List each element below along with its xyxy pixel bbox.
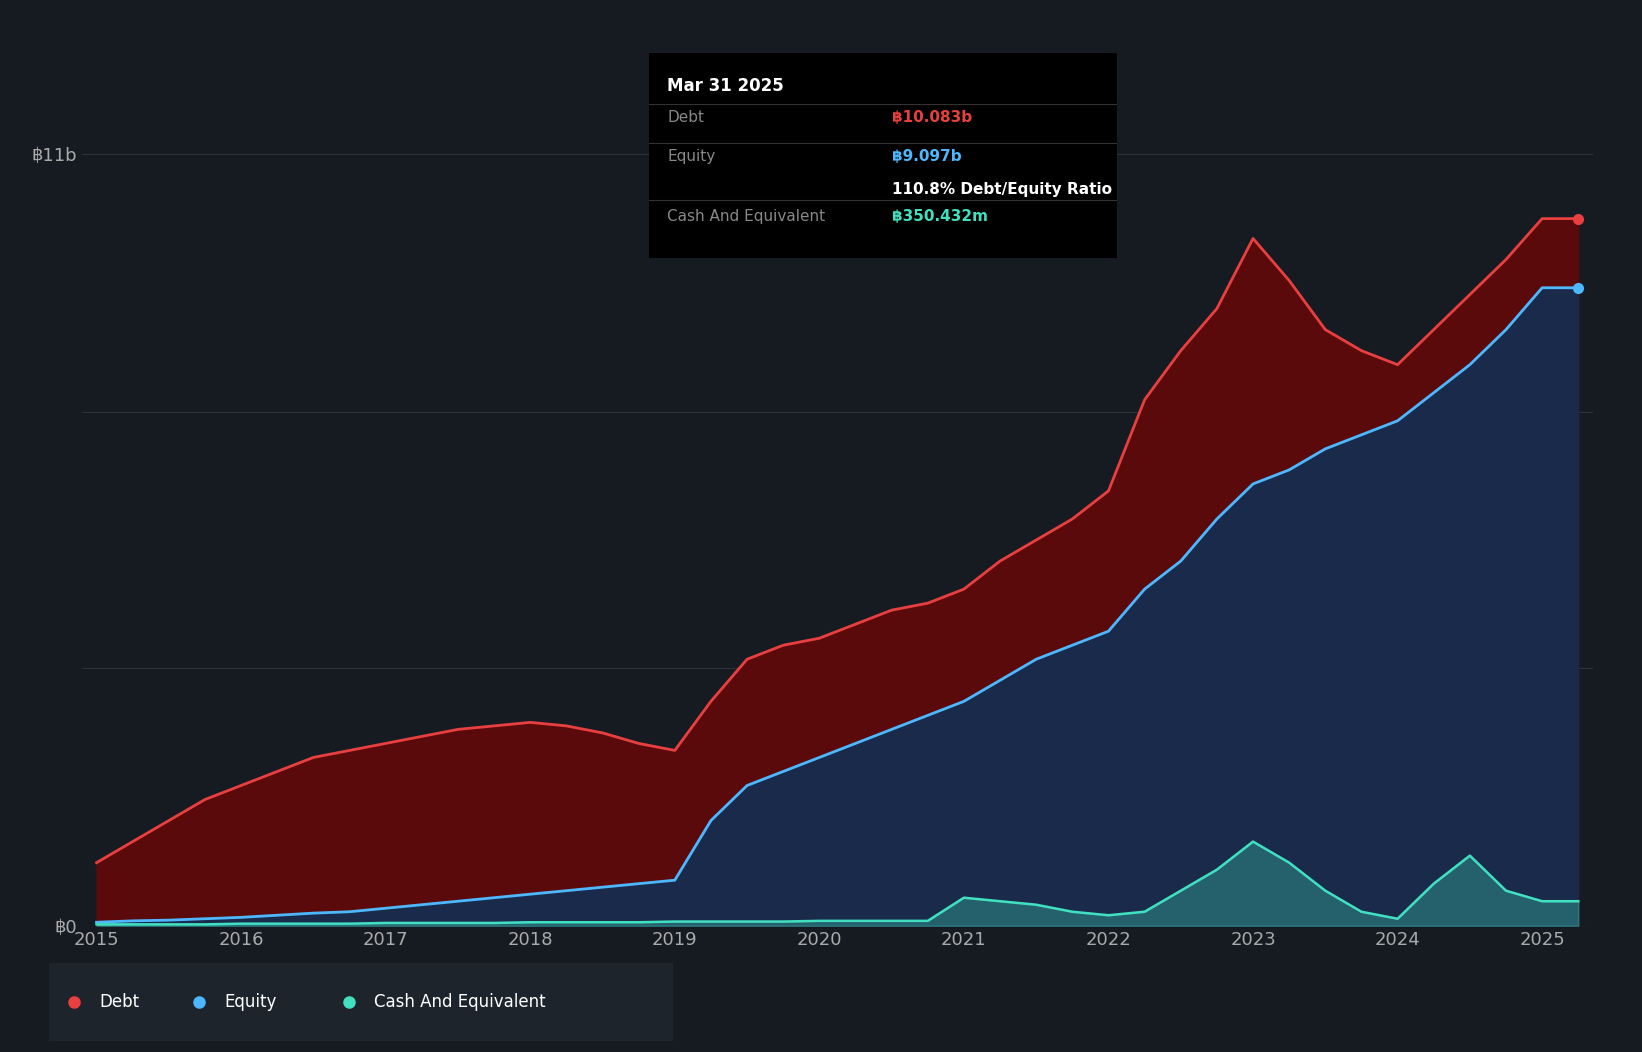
Text: Debt: Debt xyxy=(667,110,704,125)
Text: Cash And Equivalent: Cash And Equivalent xyxy=(374,993,545,1011)
Text: Mar 31 2025: Mar 31 2025 xyxy=(667,77,785,96)
Text: Debt: Debt xyxy=(99,993,140,1011)
Text: Equity: Equity xyxy=(667,149,716,164)
Text: ฿10.083b: ฿10.083b xyxy=(892,110,972,125)
Text: ฿9.097b: ฿9.097b xyxy=(892,149,962,164)
Text: ฿350.432m: ฿350.432m xyxy=(892,208,988,223)
Text: 110.8% Debt/Equity Ratio: 110.8% Debt/Equity Ratio xyxy=(892,182,1112,197)
Text: Equity: Equity xyxy=(223,993,276,1011)
Text: Cash And Equivalent: Cash And Equivalent xyxy=(667,208,826,223)
